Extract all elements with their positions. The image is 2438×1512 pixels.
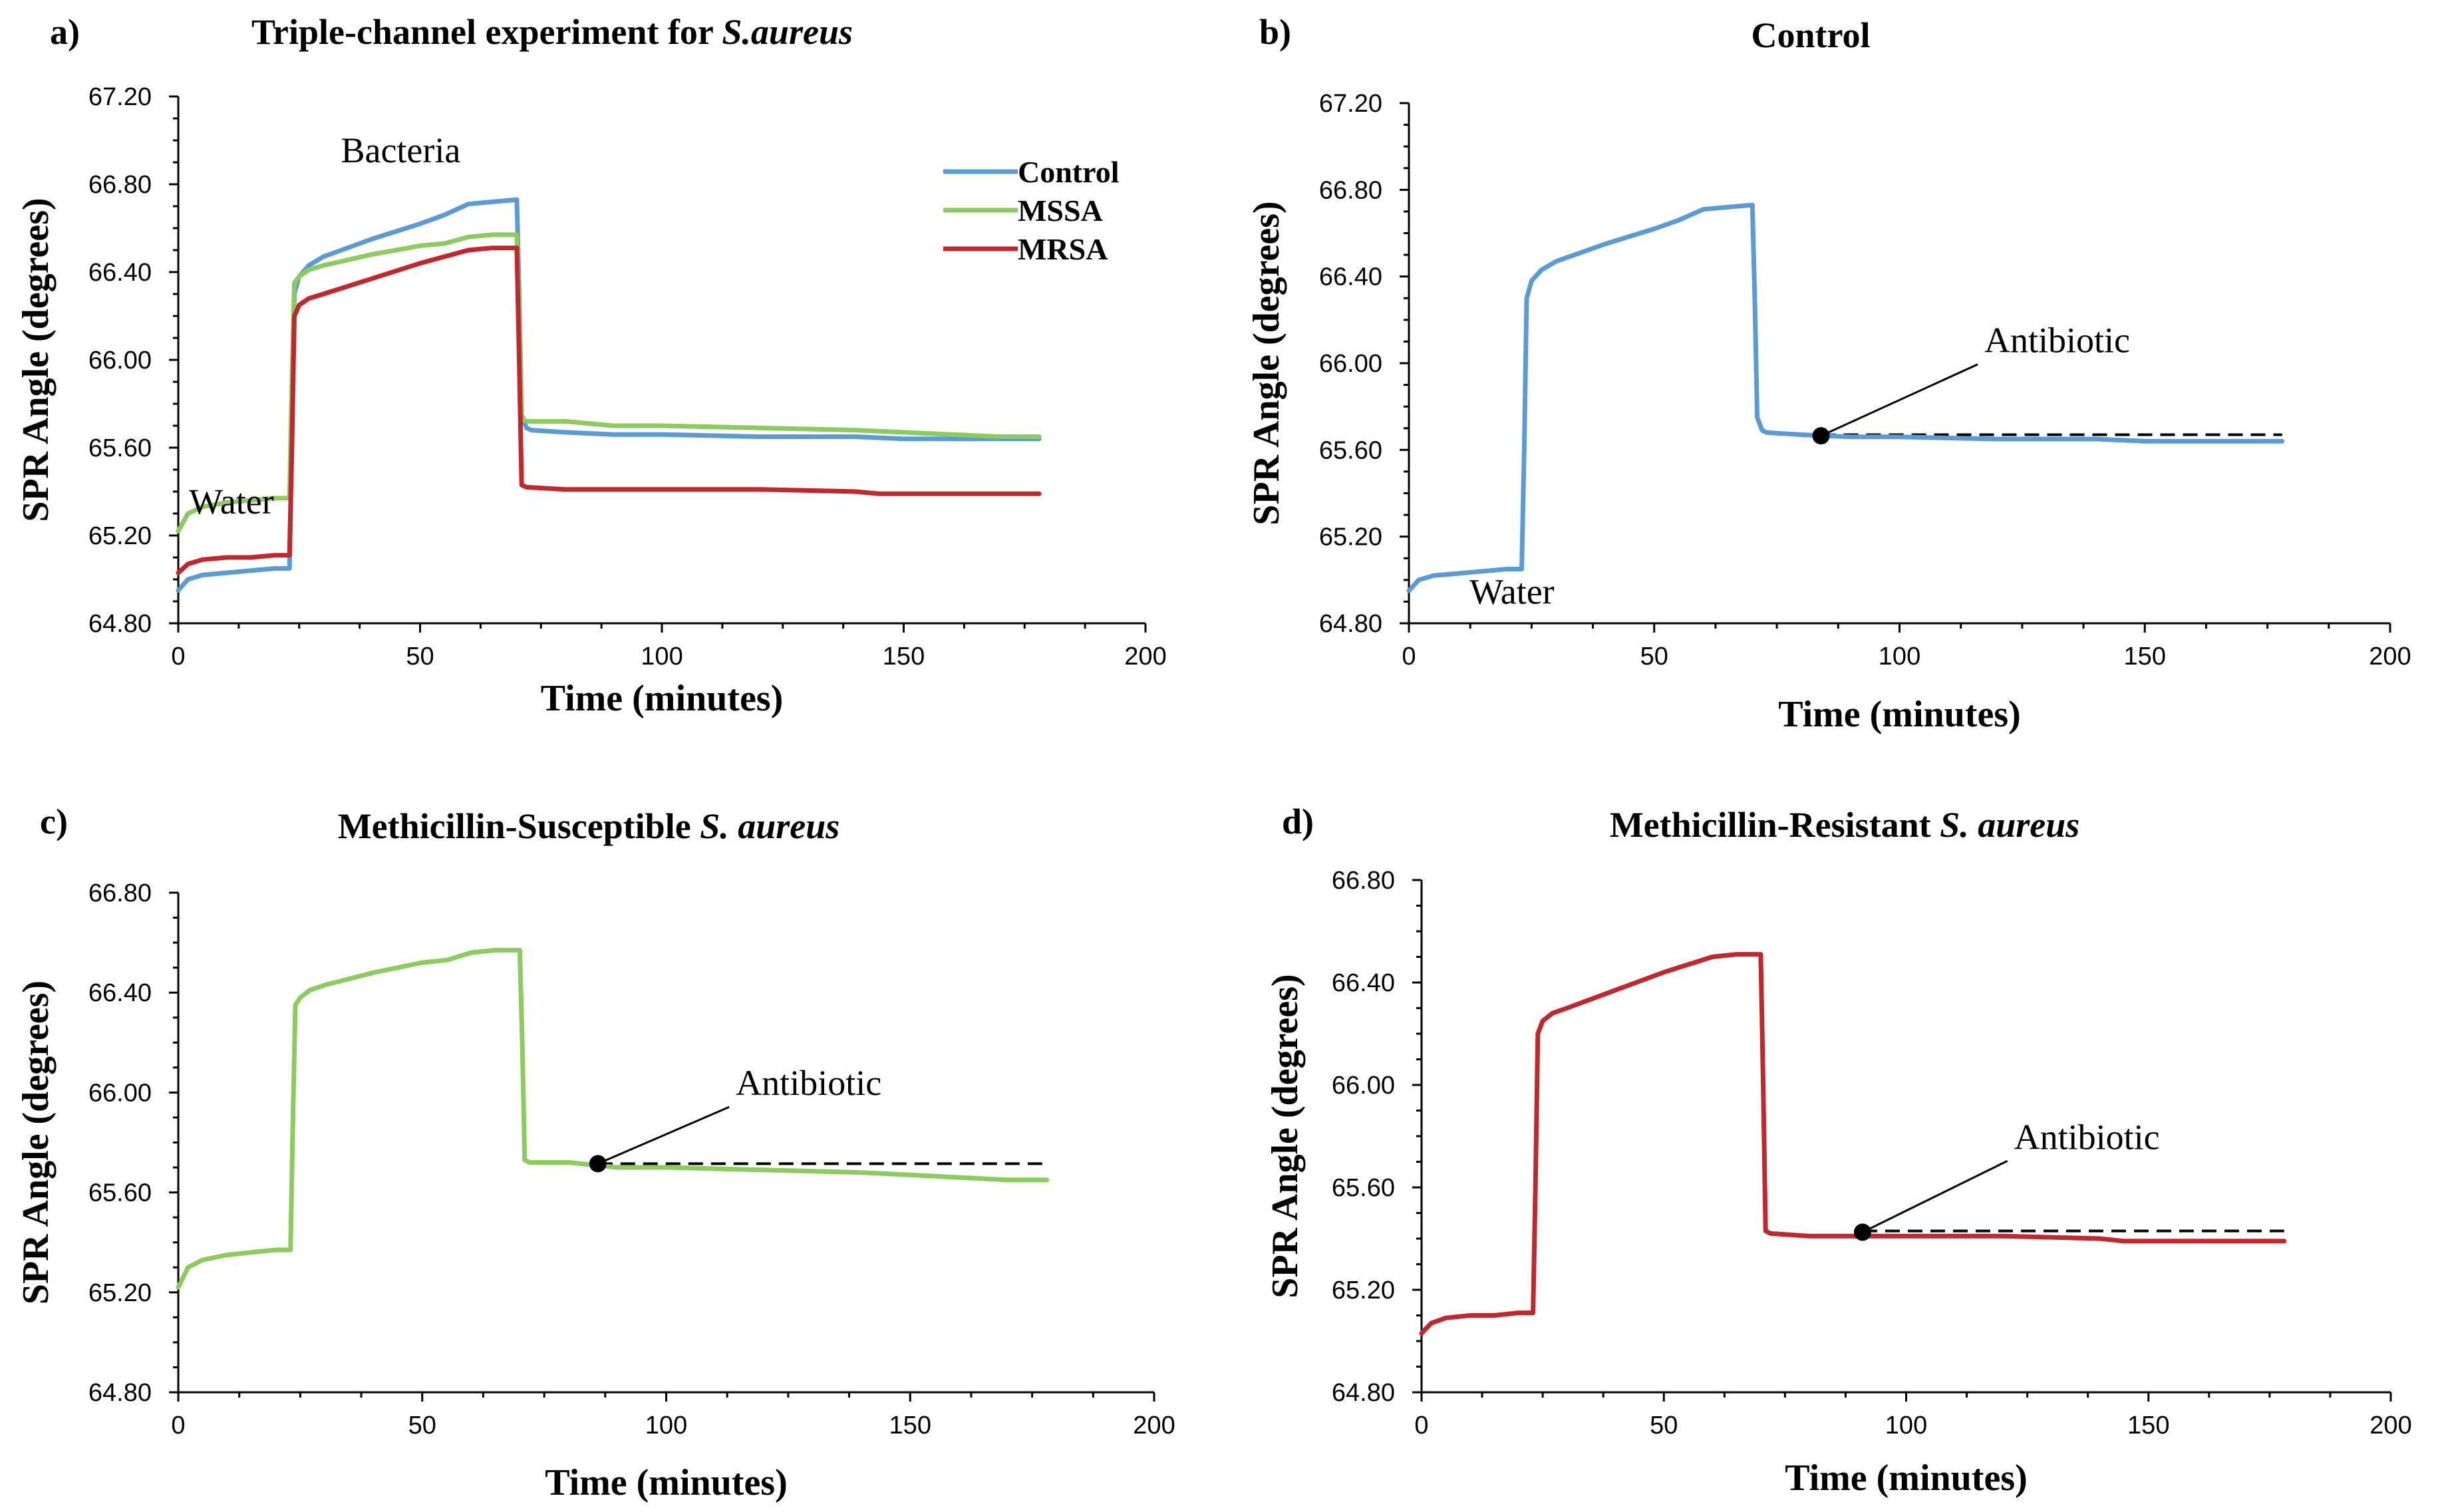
antibiotic-injection-marker [1853, 1223, 1871, 1241]
y-tick-label: 66.00 [1332, 1072, 1395, 1100]
y-tick-label: 66.80 [1319, 176, 1382, 204]
y-tick-label: 66.40 [88, 979, 152, 1007]
annotation-leader-line [1862, 1159, 2008, 1233]
x-tick-label: 100 [1879, 643, 1920, 671]
y-tick-label: 66.00 [88, 347, 152, 375]
chart-title: Triple-channel experiment for S.aureus [251, 12, 853, 52]
chart-panel-b: b) Control 64.80 65.20 65.60 66.00 66.40 66.80 6… [1246, 12, 2411, 735]
panel-label: a) [50, 12, 80, 52]
x-tick-label: 150 [883, 643, 925, 671]
x-tick-label: 50 [1650, 1412, 1678, 1439]
chart-panel-c: c) Methicillin-Susceptible S. aureus 64.80… [15, 802, 1175, 1503]
chart-title-text: Methicillin-Susceptible [338, 806, 700, 846]
x-tick-label: 100 [641, 643, 683, 671]
x-axis-label: Time (minutes) [1785, 1457, 2028, 1499]
x-tick-label: 200 [1133, 1412, 1175, 1439]
legend-entry-control: Control [1018, 155, 1120, 189]
x-tick-label: 50 [408, 1412, 436, 1439]
y-tick-label: 66.40 [88, 259, 152, 287]
chart-title: Control [1751, 15, 1870, 55]
x-tick-label: 100 [645, 1412, 687, 1439]
annotation-leader-line [597, 1106, 730, 1165]
y-tick-label: 65.60 [1332, 1174, 1395, 1202]
y-tick-label: 66.80 [88, 879, 152, 907]
series-line-mssa [176, 232, 1042, 533]
y-tick-label: 65.60 [88, 1179, 152, 1207]
annotation-label: Antibiotic [736, 1063, 881, 1103]
y-axis-label: SPR Angle (degrees) [15, 981, 57, 1304]
y-tick-label: 65.20 [88, 522, 152, 550]
antibiotic-injection-marker [1812, 427, 1830, 445]
y-axis-label: SPR Angle (degrees) [15, 198, 57, 522]
chart-title-species: S. aureus [1940, 805, 2079, 845]
x-tick-label: 0 [1414, 1412, 1428, 1439]
legend-entry-mrsa: MRSA [1018, 232, 1108, 266]
y-tick-label: 66.40 [1319, 263, 1382, 291]
y-tick-label: 65.20 [88, 1279, 152, 1307]
series-line-mrsa [176, 245, 1042, 575]
x-tick-label: 100 [1885, 1412, 1927, 1439]
series-line-mrsa [1419, 952, 2287, 1336]
series-line-control [176, 197, 1042, 593]
series-line-mssa [176, 947, 1050, 1290]
y-tick-label: 67.20 [88, 83, 152, 111]
x-tick-label: 0 [1402, 643, 1416, 671]
x-axis-label: Time (minutes) [545, 1462, 788, 1503]
y-tick-label: 64.80 [88, 610, 152, 638]
chart-panel-a: a) Triple-channel experiment for S.aureus… [15, 12, 1167, 719]
legend-entry-mssa: MSSA [1018, 194, 1103, 227]
y-tick-label: 64.80 [88, 1379, 152, 1407]
chart-title-text: Methicillin-Resistant [1610, 805, 1940, 845]
chart-title-text: Triple-channel experiment for [251, 12, 722, 52]
y-tick-label: 66.00 [1319, 350, 1382, 378]
y-axis-label: SPR Angle (degrees) [1246, 201, 1287, 525]
y-tick-label: 66.80 [88, 171, 152, 199]
annotation-label: Water [189, 482, 274, 522]
x-tick-label: 150 [889, 1412, 931, 1439]
x-axis-label: Time (minutes) [541, 678, 784, 719]
y-tick-label: 66.40 [1332, 969, 1395, 997]
antibiotic-injection-marker [589, 1155, 607, 1173]
y-tick-label: 64.80 [1319, 610, 1382, 638]
annotation-leader-line [1820, 363, 1978, 437]
x-tick-label: 200 [1124, 643, 1166, 671]
panel-label: c) [40, 802, 68, 841]
chart-title-species: S.aureus [722, 12, 853, 52]
annotation-label: Antibiotic [1984, 321, 2130, 361]
chart-title-species: S. aureus [700, 806, 839, 846]
panel-label: d) [1282, 802, 1314, 841]
x-tick-label: 150 [2124, 643, 2166, 671]
annotation-label: Antibiotic [2014, 1117, 2160, 1157]
y-tick-label: 64.80 [1332, 1379, 1395, 1407]
chart-panel-d: d) Methicillin-Resistant S. aureus 64.80 65… [1265, 802, 2412, 1499]
chart-title: Methicillin-Resistant S. aureus [1610, 805, 2080, 845]
annotation-label: Water [1469, 572, 1555, 612]
y-tick-label: 65.20 [1332, 1277, 1395, 1304]
x-tick-label: 200 [2369, 1412, 2411, 1439]
x-tick-label: 200 [2369, 643, 2411, 671]
x-tick-label: 150 [2127, 1412, 2169, 1439]
panel-label: b) [1259, 12, 1291, 52]
y-tick-label: 65.60 [1319, 436, 1382, 464]
x-tick-label: 0 [171, 1412, 185, 1439]
y-tick-label: 65.60 [88, 434, 152, 462]
series-line-control [1406, 202, 2285, 593]
annotation-label: Bacteria [341, 130, 460, 170]
x-axis-label: Time (minutes) [1778, 694, 2021, 735]
x-tick-label: 50 [1640, 643, 1668, 671]
y-tick-label: 65.20 [1319, 524, 1382, 551]
y-tick-label: 66.00 [88, 1079, 152, 1107]
y-tick-label: 67.20 [1319, 90, 1382, 118]
y-axis-label: SPR Angle (degrees) [1265, 974, 1306, 1298]
y-tick-label: 66.80 [1332, 867, 1395, 895]
x-tick-label: 50 [406, 643, 434, 671]
x-tick-label: 0 [171, 643, 185, 671]
chart-title: Methicillin-Susceptible S. aureus [338, 806, 840, 846]
